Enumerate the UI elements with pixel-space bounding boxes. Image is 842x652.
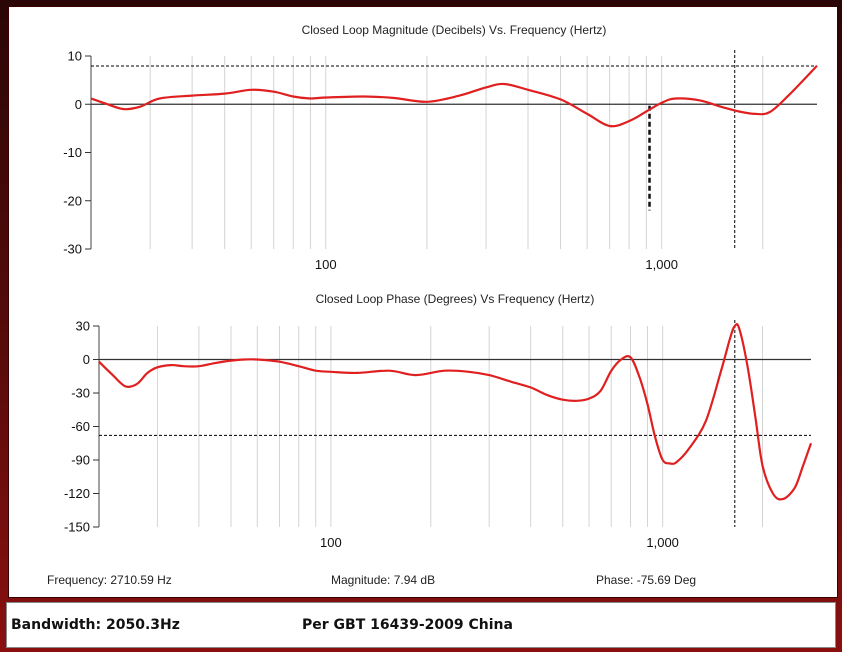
magnitude-readout: Magnitude: 7.94 dB: [331, 573, 436, 587]
magnitude-x-tick-label: 1,000: [645, 257, 678, 272]
magnitude-title: Closed Loop Magnitude (Decibels) Vs. Fre…: [302, 23, 607, 37]
magnitude-chart: Closed Loop Magnitude (Decibels) Vs. Fre…: [63, 23, 818, 272]
phase-x-tick-label: 100: [320, 535, 342, 550]
magnitude-y-tick-label: 10: [68, 49, 82, 64]
phase-y-tick-label: 30: [76, 319, 90, 334]
phase-y-tick-label: -30: [71, 386, 90, 401]
status-bar: Bandwidth: 2050.3Hz Per GBT 16439-2009 C…: [6, 602, 836, 648]
magnitude-y-tick-label: 0: [75, 97, 82, 112]
bode-plots: Closed Loop Magnitude (Decibels) Vs. Fre…: [63, 23, 818, 550]
magnitude-x-tick-label: 100: [315, 257, 337, 272]
standard-label: Per GBT 16439-2009 China: [302, 617, 513, 633]
phase-y-tick-label: -60: [71, 419, 90, 434]
phase-y-tick-label: 0: [83, 352, 90, 367]
phase-y-tick-label: -90: [71, 453, 90, 468]
magnitude-y-tick-label: -30: [63, 242, 82, 257]
magnitude-y-tick-label: -20: [63, 193, 82, 208]
magnitude-y-tick-label: -10: [63, 145, 82, 160]
magnitude-series-line: [90, 64, 818, 128]
graph-panel: Closed Loop Magnitude (Decibels) Vs. Fre…: [8, 6, 838, 598]
phase-y-tick-label: -120: [64, 486, 90, 501]
bandwidth-label: Bandwidth: 2050.3Hz: [11, 617, 180, 633]
phase-y-tick-label: -150: [64, 520, 90, 535]
phase-chart: Closed Loop Phase (Degrees) Vs Frequency…: [64, 292, 813, 550]
phase-series-line: [98, 322, 813, 501]
frequency-readout: Frequency: 2710.59 Hz: [47, 573, 172, 587]
phase-readout: Phase: -75.69 Deg: [596, 573, 697, 587]
phase-title: Closed Loop Phase (Degrees) Vs Frequency…: [316, 292, 595, 306]
phase-x-tick-label: 1,000: [646, 535, 679, 550]
